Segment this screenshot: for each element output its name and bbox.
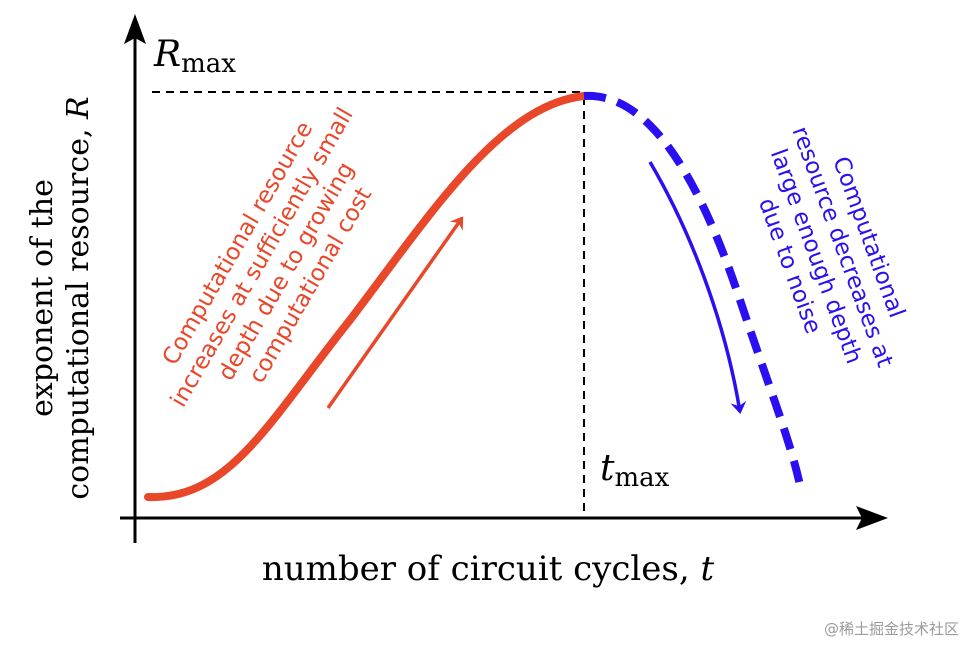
x-axis-label: number of circuit cycles, t [262, 549, 715, 589]
watermark-text: @稀土掘金技术社区 [823, 620, 959, 638]
falling-direction-arrow [648, 161, 747, 414]
tmax-label: tmax [600, 448, 670, 493]
y-axis-arrowhead [124, 14, 146, 44]
y-axis-label: exponent of the computational resource, … [25, 96, 96, 499]
y-axis-label-line1: exponent of the [25, 179, 60, 417]
falling-resource-curve [583, 91, 804, 486]
rising-annotation: Computational resource increases at suff… [158, 103, 378, 411]
x-axis-arrowhead [856, 506, 888, 530]
rising-direction-arrow [326, 216, 464, 410]
rising-resource-curve [144, 92, 588, 502]
falling-annotation: Computational resource decreases at larg… [753, 123, 910, 371]
y-axis-label-line2: computational resource, R [61, 96, 96, 499]
axes [120, 14, 888, 543]
rmax-label: Rmax [153, 34, 236, 79]
